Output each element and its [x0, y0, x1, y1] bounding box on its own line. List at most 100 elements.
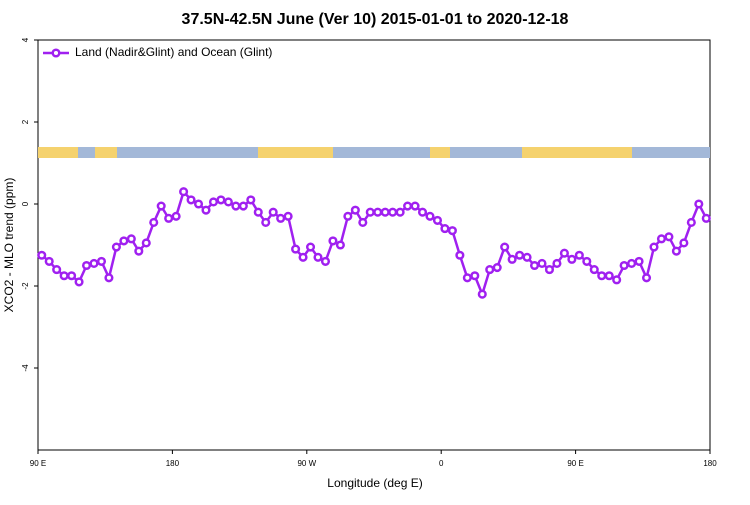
point: [656, 234, 667, 244]
point: [283, 211, 293, 221]
point: [529, 260, 540, 271]
point: [365, 207, 375, 217]
land: [430, 147, 450, 158]
point: [320, 256, 331, 266]
point: [231, 201, 241, 211]
y-tick-label: 2: [21, 119, 30, 124]
land: [258, 147, 333, 158]
point: [81, 260, 92, 271]
point: [589, 265, 599, 275]
land: [95, 147, 117, 158]
point: [253, 207, 263, 217]
x-tick-label: 180: [703, 459, 717, 468]
point: [44, 256, 54, 266]
point: [552, 258, 562, 269]
y-axis-label: XCO2 - MLO trend (ppm): [2, 178, 16, 313]
point: [335, 240, 345, 250]
point: [470, 271, 480, 281]
point: [111, 242, 121, 252]
point: [492, 263, 502, 273]
point: [149, 217, 159, 227]
point: [380, 207, 390, 217]
ocean: [38, 147, 710, 158]
point: [52, 265, 62, 275]
point: [634, 256, 644, 266]
x-tick-label: 0: [439, 459, 444, 468]
point: [171, 211, 181, 221]
point: [462, 273, 472, 283]
point: [186, 195, 196, 205]
point: [141, 238, 151, 248]
point: [627, 258, 637, 269]
point: [694, 199, 704, 209]
point: [164, 213, 174, 223]
point: [104, 273, 114, 283]
point: [559, 248, 569, 258]
point: [238, 201, 248, 211]
point: [582, 256, 592, 266]
point: [74, 277, 84, 287]
x-tick-label: 90 E: [567, 459, 583, 468]
y-tick-label: 0: [21, 201, 30, 206]
point: [358, 217, 368, 227]
point: [201, 205, 211, 215]
point: [395, 207, 405, 217]
point: [597, 271, 607, 281]
point: [388, 207, 398, 217]
point: [373, 207, 383, 217]
point: [686, 217, 696, 227]
point: [500, 242, 510, 252]
plot-frame: [37, 39, 711, 451]
point: [485, 265, 495, 275]
point: [432, 215, 443, 225]
point: [701, 213, 711, 223]
point: [179, 187, 189, 197]
point: [67, 271, 77, 281]
point: [246, 195, 256, 205]
point: [208, 197, 219, 207]
point: [298, 252, 308, 262]
point: [455, 250, 465, 260]
point: [649, 242, 659, 252]
x-axis-label: Longitude (deg E): [327, 476, 422, 490]
point: [567, 254, 577, 264]
point: [574, 250, 584, 260]
point: [343, 211, 353, 221]
point: [350, 205, 360, 215]
point: [223, 197, 233, 207]
land: [38, 147, 78, 158]
point: [664, 232, 674, 242]
point: [261, 217, 271, 227]
x-tick-label: 90 E: [30, 459, 46, 468]
chart-title: 37.5N-42.5N June (Ver 10) 2015-01-01 to …: [182, 11, 569, 28]
point: [126, 234, 136, 244]
point: [119, 236, 129, 246]
point: [193, 199, 204, 209]
point: [59, 271, 69, 281]
point: [671, 246, 681, 256]
point: [268, 207, 278, 217]
point: [679, 238, 689, 248]
point: [641, 273, 652, 283]
point: [619, 260, 629, 271]
point: [291, 244, 301, 254]
legend-marker: [51, 48, 61, 58]
point: [89, 258, 99, 269]
point: [403, 201, 413, 211]
point: [156, 201, 166, 211]
y-tick-label: -4: [21, 364, 30, 372]
point: [305, 242, 316, 252]
point: [477, 289, 487, 299]
point: [276, 213, 286, 223]
point: [313, 252, 323, 262]
point: [612, 275, 622, 285]
y-tick-label: -2: [21, 282, 30, 290]
point: [507, 254, 517, 264]
point: [410, 201, 420, 211]
point: [425, 211, 435, 221]
point: [134, 246, 144, 256]
point: [440, 224, 450, 234]
point: [96, 256, 107, 266]
point: [522, 252, 532, 262]
